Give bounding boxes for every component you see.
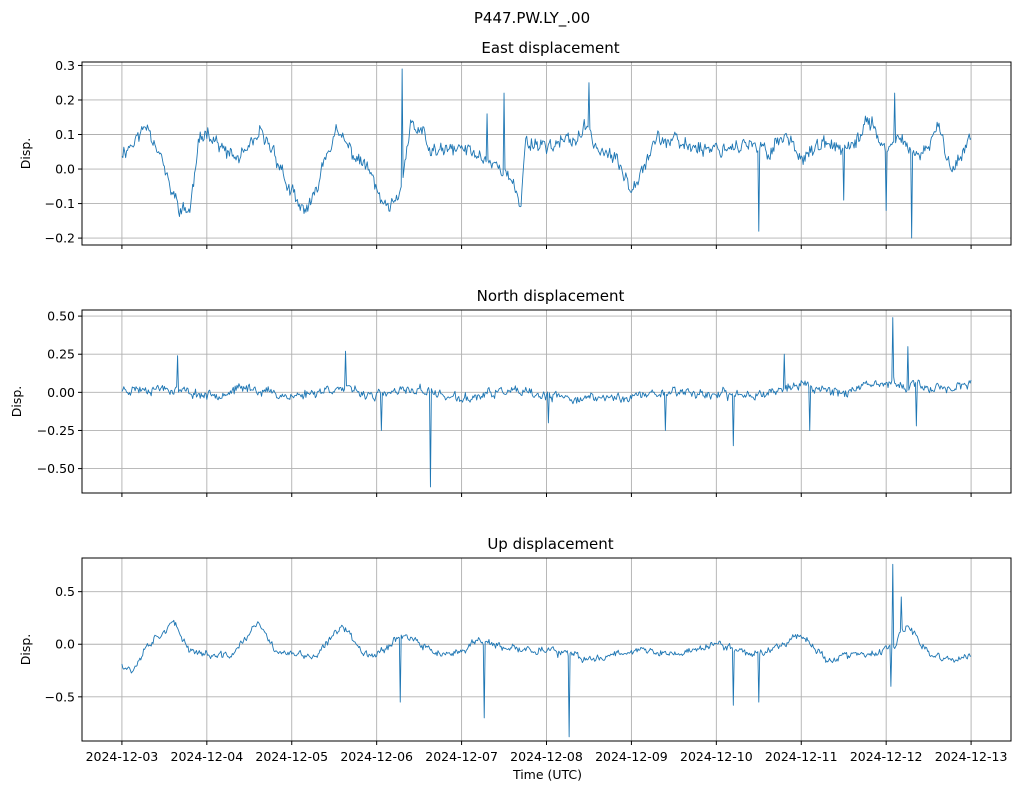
- panel-east: −0.2 −0.1 0.0 0.1 0.2 0.3 East displacement Dis…: [18, 39, 1012, 249]
- y-tick-label: −0.25: [37, 423, 75, 438]
- y-axis-label: Disp.: [18, 138, 33, 170]
- x-tick-label: 2024-12-13: [935, 749, 1008, 764]
- axes-frame: [81, 557, 1012, 742]
- series-line: [121, 563, 972, 738]
- x-tick-label: 2024-12-12: [850, 749, 923, 764]
- y-axis-label: Disp.: [9, 386, 24, 418]
- x-tick-label: 2024-12-04: [171, 749, 244, 764]
- y-tick-label: 0.0: [55, 637, 75, 652]
- series-line: [121, 317, 972, 488]
- figure-title: P447.PW.LY_.00: [474, 9, 590, 28]
- panel-up: 2024-12-03 2024-12-04 2024-12-05 2024-12-06…: [18, 535, 1012, 782]
- y-tick-label: −0.2: [45, 231, 75, 246]
- x-tick-label: 2024-12-09: [595, 749, 668, 764]
- y-tick-label: 0.25: [47, 347, 75, 362]
- y-tick-label: 0.1: [55, 127, 75, 142]
- y-tick-label: 0.50: [47, 309, 75, 324]
- y-tick-label: −0.50: [37, 461, 75, 476]
- panel-title: North displacement: [477, 287, 625, 305]
- x-tick-label: 2024-12-06: [340, 749, 413, 764]
- y-tick-label: 0.3: [55, 58, 75, 73]
- x-axis-label: Time (UTC): [512, 767, 582, 782]
- y-tick-label: −0.5: [45, 689, 75, 704]
- panel-north: −0.50 −0.25 0.00 0.25 0.50 North displacement…: [9, 287, 1012, 497]
- y-tick-label: 0.00: [47, 385, 75, 400]
- axes-frame: [81, 61, 1012, 246]
- panel-title: Up displacement: [487, 535, 613, 553]
- x-tick-label: 2024-12-07: [425, 749, 498, 764]
- series-line: [121, 68, 972, 239]
- panel-title: East displacement: [481, 39, 619, 57]
- y-tick-label: 0.0: [55, 162, 75, 177]
- x-tick-label: 2024-12-03: [86, 749, 159, 764]
- y-tick-label: 0.2: [55, 92, 75, 107]
- x-tick-label: 2024-12-11: [765, 749, 838, 764]
- y-tick-label: 0.5: [55, 584, 75, 599]
- y-axis-label: Disp.: [18, 634, 33, 666]
- y-tick-label: −0.1: [45, 196, 75, 211]
- x-tick-label: 2024-12-08: [510, 749, 583, 764]
- x-tick-label: 2024-12-10: [680, 749, 753, 764]
- axes-frame: [81, 309, 1012, 494]
- x-tick-label: 2024-12-05: [255, 749, 328, 764]
